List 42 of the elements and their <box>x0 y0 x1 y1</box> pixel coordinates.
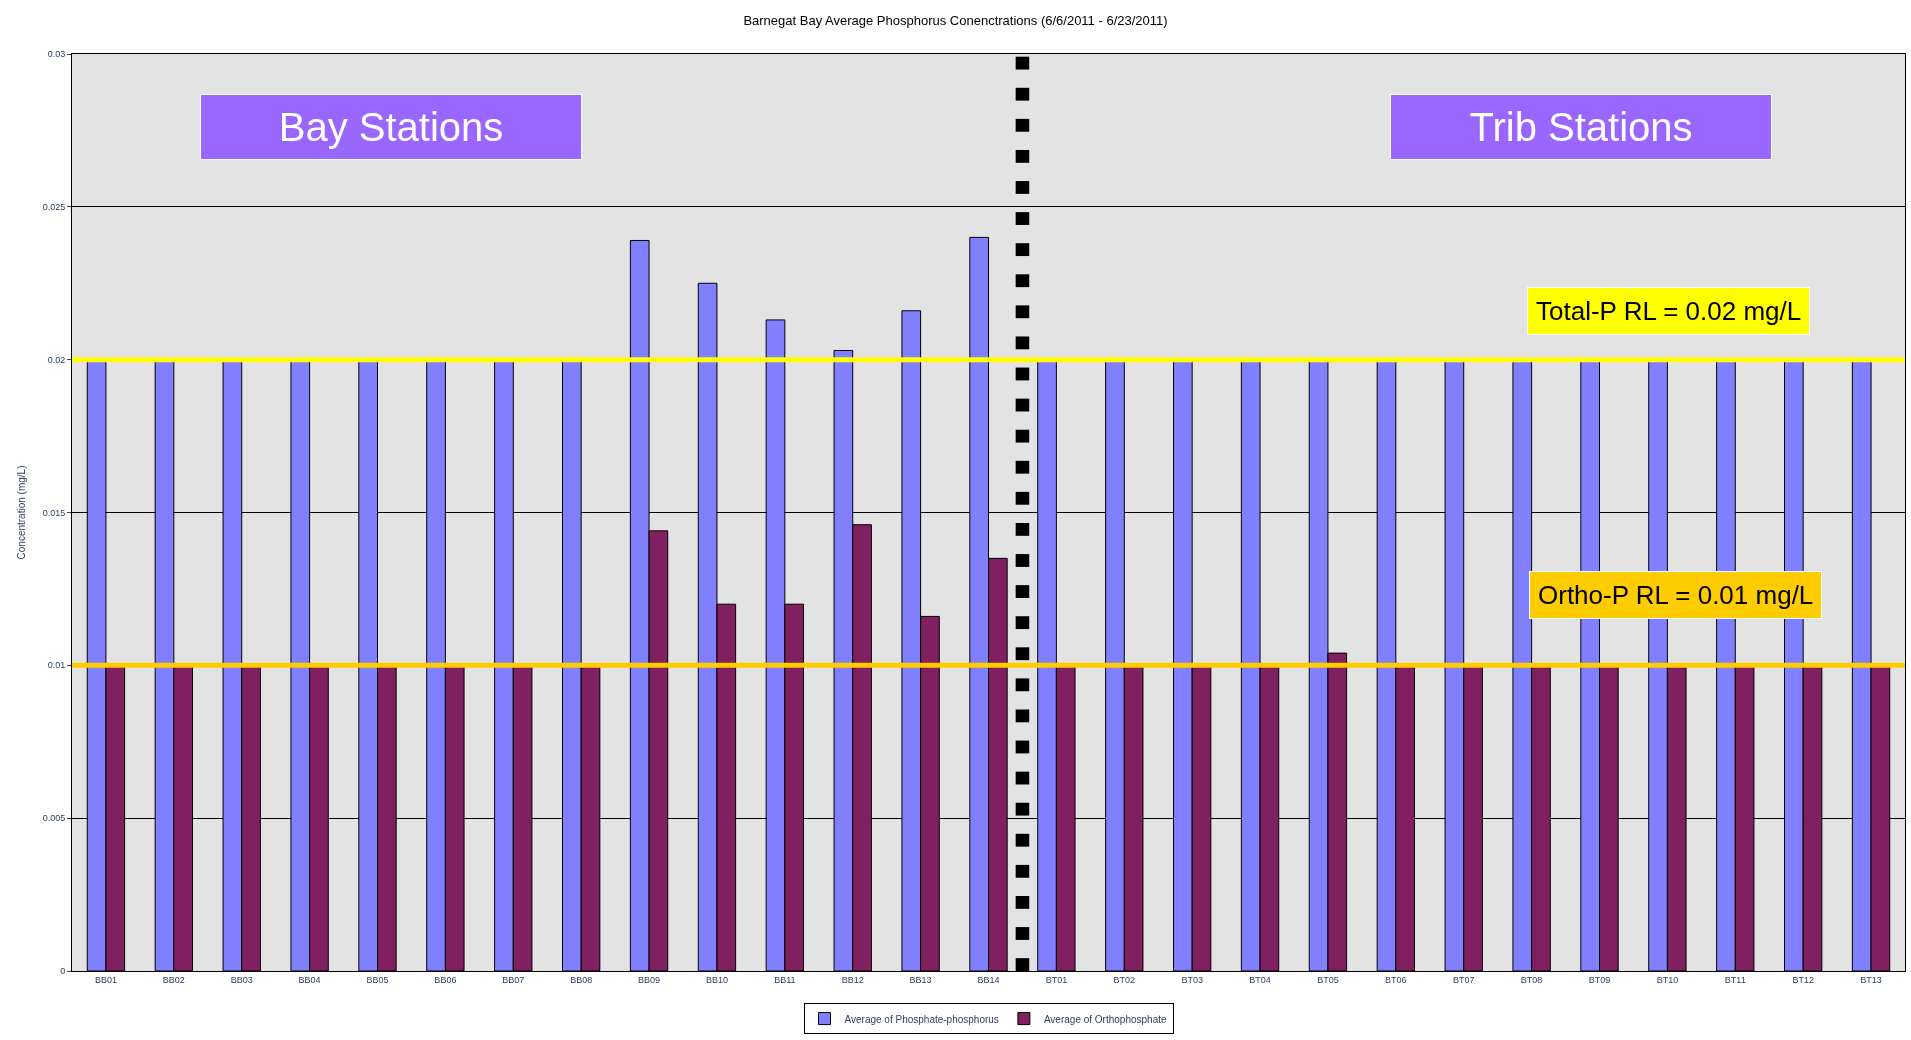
x-tick-label: BB07 <box>502 974 525 985</box>
x-tick-label: BB08 <box>570 974 593 985</box>
x-tick-label: BT10 <box>1656 974 1679 985</box>
x-tick-label: BB13 <box>909 974 932 985</box>
x-tick-label: BT08 <box>1520 974 1543 985</box>
ref-line-label: Ortho-P RL = 0.01 mg/L <box>1538 580 1814 610</box>
annotation: Trib Stations <box>1469 105 1693 149</box>
x-tick-label: BB09 <box>638 974 661 985</box>
x-tick-label: BT11 <box>1724 974 1746 985</box>
y-tick-label: 0.03 <box>47 49 66 60</box>
legend-label: Average of Phosphate-phosphorus <box>844 1013 999 1025</box>
x-tick-label: BT02 <box>1113 974 1136 985</box>
x-tick-label: BT09 <box>1588 974 1611 985</box>
x-tick-label: BT12 <box>1792 974 1814 985</box>
x-tick-label: BB05 <box>366 974 389 985</box>
ref-line-label: Total-P RL = 0.02 mg/L <box>1536 296 1802 326</box>
x-tick-label: BT03 <box>1181 974 1203 985</box>
y-axis-title: Concentration (mg/L) <box>15 465 27 560</box>
y-tick-label: 0 <box>60 966 66 977</box>
x-tick-label: BB04 <box>298 974 321 985</box>
x-tick-label: BB03 <box>230 974 253 985</box>
x-tick-label: BB14 <box>977 974 1000 985</box>
x-tick-label: BB10 <box>705 974 728 985</box>
x-tick-label: BB02 <box>162 974 185 985</box>
x-tick-label: BT07 <box>1452 974 1475 985</box>
x-tick-label: BT01 <box>1045 974 1068 985</box>
x-tick-label: BB11 <box>774 974 796 985</box>
x-tick-label: BB01 <box>94 974 117 985</box>
x-tick-label: BT13 <box>1860 974 1882 985</box>
y-tick-label: 0.02 <box>47 354 66 365</box>
y-tick-label: 0.025 <box>42 201 66 212</box>
x-tick-label: BB06 <box>434 974 457 985</box>
x-tick-label: BT06 <box>1385 974 1407 985</box>
y-tick-label: 0.005 <box>42 813 66 824</box>
chart-title: Barnegat Bay Average Phosphorus Conenctrations (6/6/2011 - 6/23/2011) <box>743 12 1168 28</box>
annotation: Bay Stations <box>278 105 504 149</box>
legend-label: Average of Orthophosphate <box>1043 1013 1167 1025</box>
x-tick-label: BT04 <box>1249 974 1271 985</box>
x-tick-label: BT05 <box>1317 974 1339 985</box>
x-tick-label: BB12 <box>841 974 864 985</box>
y-tick-label: 0.01 <box>47 660 66 671</box>
y-tick-label: 0.015 <box>42 507 66 518</box>
